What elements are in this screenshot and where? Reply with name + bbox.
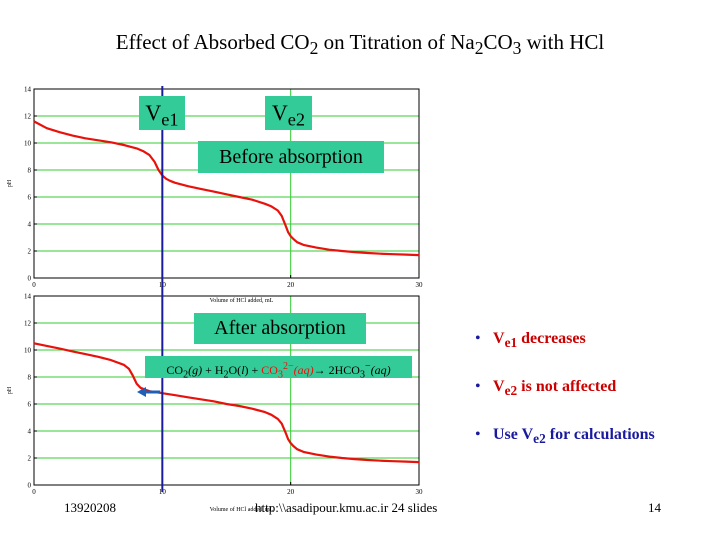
y-tick-label: 6 [28, 401, 32, 409]
x-tick-label: 30 [416, 488, 424, 496]
ve2-label: Ve2 [265, 96, 312, 130]
x-tick-label: 0 [32, 281, 36, 289]
after-absorption-label: After absorption [194, 313, 366, 344]
y-tick-label: 8 [28, 374, 32, 382]
y-tick-label: 0 [28, 482, 32, 490]
footer-date: 13920208 [64, 500, 116, 515]
bullet-ve1-decreases: • Ve1 decreases [475, 330, 586, 351]
slide-title: Effect of Absorbed CO2 on Titration of N… [115, 30, 605, 59]
bullet-dot-icon: • [475, 330, 481, 347]
conclusion-list: • Ve1 decreases • Ve2 is not affected • Use… [475, 328, 715, 473]
y-tick-label: 6 [28, 194, 32, 202]
y-axis-label: pH [7, 179, 13, 187]
y-tick-label: 14 [24, 293, 32, 301]
x-axis-label: Volume of HCl added, mL [210, 297, 274, 304]
x-axis-label: Volume of HCl added, mL [210, 506, 274, 513]
footer-page-number: 14 [648, 500, 661, 515]
chart-before-absorption: 024681012140102030Volume of HCl added, m… [7, 86, 423, 305]
plot-frame [33, 295, 420, 486]
shift-arrow-head-icon [137, 387, 146, 397]
y-tick-label: 12 [24, 320, 32, 328]
y-axis-label: pH [7, 386, 13, 394]
before-absorption-label: Before absorption [198, 141, 384, 173]
y-tick-label: 10 [24, 347, 32, 355]
y-tick-label: 0 [28, 275, 32, 283]
x-tick-label: 0 [32, 488, 36, 496]
footer-url: http:\\asadipour.kmu.ac.ir 24 slides [255, 500, 438, 515]
x-tick-label: 30 [416, 281, 424, 289]
bullet-dot-icon: • [475, 426, 481, 444]
y-tick-label: 2 [28, 455, 32, 463]
titration-curve [33, 342, 420, 464]
y-tick-label: 8 [28, 167, 32, 175]
x-tick-label: 20 [287, 281, 295, 289]
titration-curve [33, 120, 420, 257]
reaction-equation: CO2(g) + H2O(l) + CO32−(aq)→ 2HCO3−(aq) [145, 356, 412, 380]
y-tick-label: 4 [28, 221, 32, 229]
ve1-label: Ve1 [139, 96, 185, 130]
plot-frame [33, 88, 420, 279]
y-tick-label: 4 [28, 428, 32, 436]
y-tick-label: 2 [28, 248, 32, 256]
bullet-use-ve2: • Use Ve2 for calculations [475, 426, 655, 447]
x-tick-label: 20 [287, 488, 295, 496]
chart-overlay [137, 86, 164, 492]
bullet-ve2-not-affected: • Ve2 is not affected [475, 378, 617, 399]
bullet-dot-icon: • [475, 378, 481, 396]
y-tick-label: 10 [24, 140, 32, 148]
y-tick-label: 12 [24, 113, 32, 121]
y-tick-label: 14 [24, 86, 32, 94]
